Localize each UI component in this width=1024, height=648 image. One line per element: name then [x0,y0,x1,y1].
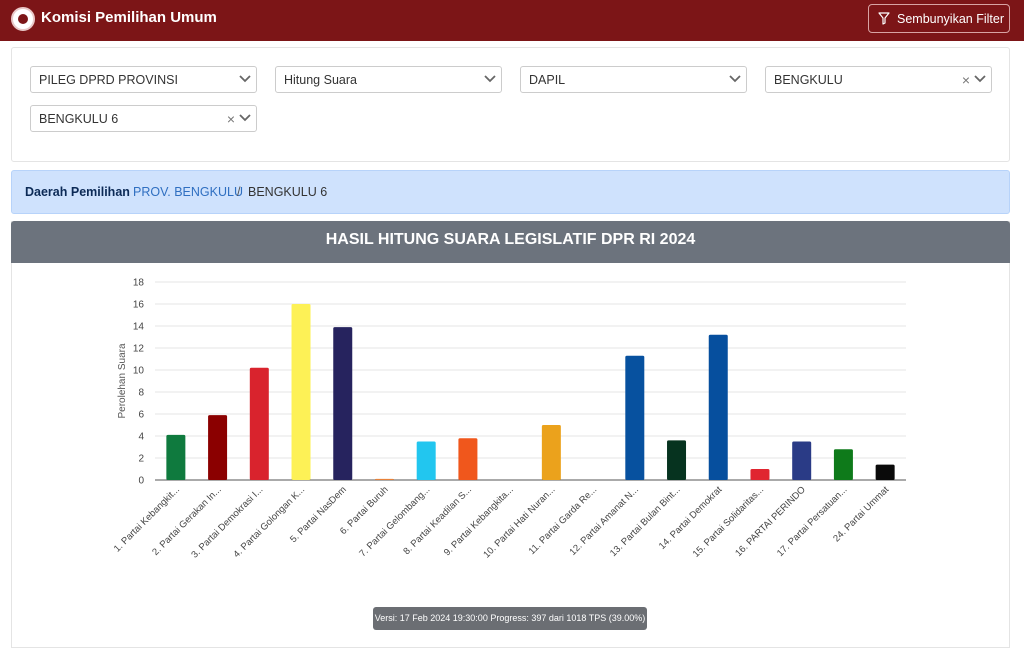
hide-filter-button[interactable]: Sembunyikan Filter [868,4,1010,33]
province-select[interactable]: BENGKULU × [765,66,992,93]
x-tick-label: 2. Partai Gerakan In... [150,484,223,557]
y-tick-label: 12 [133,344,145,355]
y-tick-label: 2 [138,454,144,465]
y-tick-label: 4 [138,432,144,443]
x-tick-label: 12. Partai Amanat N... [567,484,640,557]
breadcrumb-current: BENGKULU 6 [248,185,328,199]
y-axis-label: Perolehan Suara [117,343,128,418]
bar [875,464,895,480]
kpu-logo-icon [11,7,35,31]
region-level-select[interactable]: DAPIL [520,66,747,93]
filter-icon [878,12,890,25]
x-tick-label: 10. Partai Hati Nuran... [481,484,557,560]
count-mode-select[interactable]: Hitung Suara [275,66,502,93]
bar [374,478,394,480]
district-value: BENGKULU 6 [39,112,119,126]
bar [333,327,353,480]
breadcrumb-province-link[interactable]: PROV. BENGKULU [133,185,243,199]
x-tick-label: 3. Partai Demokrasi I... [189,484,265,560]
chart-card [11,221,1010,648]
chevron-down-icon [729,75,741,83]
y-tick-label: 16 [133,300,145,311]
chevron-down-icon [239,114,251,122]
bar [166,434,186,480]
count-mode-value: Hitung Suara [284,73,357,87]
chevron-down-icon [239,75,251,83]
bar [708,334,728,480]
bar [416,441,436,480]
breadcrumb: Daerah Pemilihan PROV. BENGKULU / BENGKU… [11,170,1010,214]
election-type-select[interactable]: PILEG DPRD PROVINSI [30,66,257,93]
province-value: BENGKULU [774,73,843,87]
bar [750,469,770,480]
version-progress-tooltip: Versi: 17 Feb 2024 19:30:00 Progress: 39… [373,607,647,630]
bar [249,367,269,480]
hide-filter-label: Sembunyikan Filter [897,12,1004,26]
breadcrumb-separator: / [237,185,241,199]
bar [792,441,812,480]
filter-panel: PILEG DPRD PROVINSI Hitung Suara DAPIL B… [11,47,1010,162]
y-tick-label: 14 [133,322,145,333]
y-tick-label: 6 [138,410,144,421]
clear-district-icon[interactable]: × [226,111,235,127]
region-level-value: DAPIL [529,73,566,87]
app-title: Komisi Pemilihan Umum [41,9,217,26]
x-tick-label: 7. Partai Gelombang... [357,484,432,559]
x-tick-label: 13. Partai Bulan Bint... [608,484,683,559]
bar [625,355,645,480]
clear-province-icon[interactable]: × [961,72,970,88]
chart-title: HASIL HITUNG SUARA LEGISLATIF DPR RI 202… [325,231,696,248]
x-tick-label: 16. PARTAI PERINDO [733,484,808,559]
x-tick-label: 4. Partai Golongan K... [231,484,307,560]
breadcrumb-label: Daerah Pemilihan [25,185,130,199]
y-tick-label: 8 [138,388,144,399]
x-tick-label: 9. Partai Kebangkita... [442,484,516,558]
y-tick-label: 10 [133,366,145,377]
chevron-down-icon [974,75,986,83]
district-select[interactable]: BENGKULU 6 × [30,105,257,132]
x-tick-label: 8. Partai Keadilan S... [401,484,474,557]
bar [458,438,478,480]
x-tick-label: 17. Partai Persatuan... [775,484,850,559]
bar [208,415,228,480]
y-tick-label: 18 [133,278,145,289]
y-tick-label: 0 [138,476,144,487]
top-navbar: Komisi Pemilihan Umum Sembunyikan Filter [0,0,1024,41]
bar [541,425,561,480]
bar [667,440,687,480]
bar [833,449,853,480]
chevron-down-icon [484,75,496,83]
x-tick-label: 15. Partai Solidaritas... [691,484,766,559]
chart-header: HASIL HITUNG SUARA LEGISLATIF DPR RI 202… [11,221,1010,263]
election-type-value: PILEG DPRD PROVINSI [39,73,178,87]
bar [291,304,311,480]
